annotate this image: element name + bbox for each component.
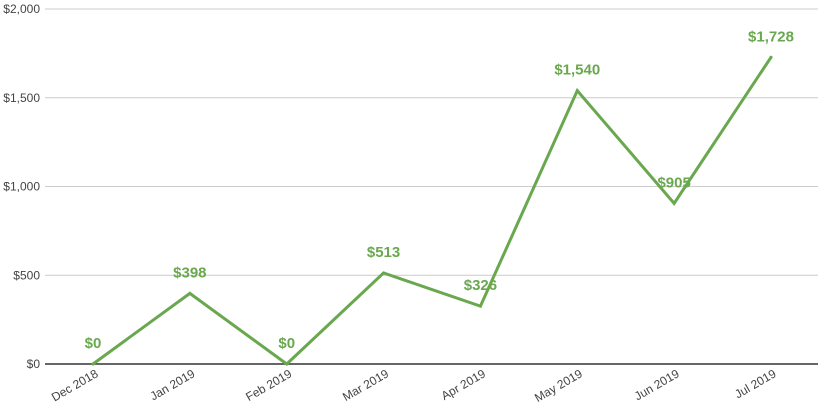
gridlines [45,8,818,365]
x-tick-label: Apr 2019 [439,366,488,403]
data-label: $905 [657,174,690,191]
data-label: $398 [173,264,206,281]
data-label: $1,728 [748,28,794,45]
y-tick-label: $500 [13,268,40,282]
data-point [188,291,192,295]
data-point [91,362,95,366]
series-group [91,55,773,366]
y-tick-label: $1,000 [3,180,40,194]
x-tick-label: Jan 2019 [148,366,198,403]
x-tick-label: Dec 2018 [49,366,101,404]
data-label: $1,540 [554,62,600,79]
x-tick-label: Jun 2019 [632,366,682,403]
data-point [769,55,773,59]
data-point [575,89,579,93]
data-label: $326 [464,277,497,294]
data-label: $513 [367,244,400,261]
x-axis-ticks: Dec 2018 Jan 2019 Feb 2019 Mar 2019 Apr 2019… [49,366,779,405]
x-tick-label: Jul 2019 [732,366,779,401]
x-tick-label: May 2019 [532,366,585,405]
data-point [285,362,289,366]
y-tick-label: $0 [27,357,41,371]
y-tick-label: $1,500 [3,91,40,105]
data-label: $0 [85,335,102,352]
series-line [91,55,773,366]
data-point [478,304,482,308]
x-tick-label: Mar 2019 [340,366,391,404]
data-labels: $0 $398 $0 $513 $326 $1,540 $905 $1,728 [85,28,794,352]
y-tick-label: $2,000 [3,2,40,16]
y-axis-ticks: $0 $500 $1,000 $1,500 $2,000 [3,2,40,371]
data-point [672,201,676,205]
x-tick-label: Feb 2019 [243,366,294,404]
data-label: $0 [278,335,295,352]
data-point [382,271,386,275]
